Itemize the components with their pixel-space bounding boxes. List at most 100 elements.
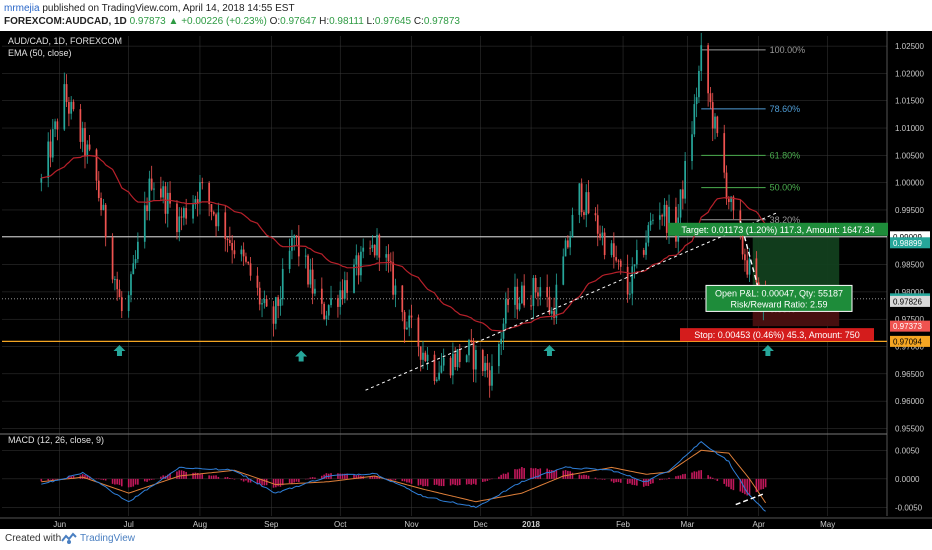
candle-body [470, 339, 473, 342]
candle-body [599, 233, 601, 238]
candle-body [681, 189, 684, 199]
candle-body [130, 274, 132, 296]
candle-body [500, 338, 503, 345]
macd-histogram-bar [258, 478, 261, 484]
candle-body [714, 116, 716, 129]
macd-histogram-bar [714, 478, 716, 480]
candle-body [224, 212, 227, 239]
candle-body [516, 286, 519, 310]
candle-body [642, 250, 645, 255]
macd-histogram-bar [311, 477, 314, 479]
macd-histogram-bar [68, 476, 70, 479]
macd-histogram-bar [111, 478, 114, 484]
macd-histogram-bar [454, 478, 456, 486]
candle-body [587, 192, 590, 214]
candle-body [484, 362, 486, 372]
chart-area[interactable]: 1.02500 1.02000 1.01500 1.01000 1.00500 1.000… [0, 31, 932, 529]
low-value: 0.97645 [374, 16, 412, 27]
candle-body [153, 188, 155, 190]
macd-histogram-bar [514, 469, 516, 479]
published-text: published on TradingView.com, April 14, … [42, 3, 295, 14]
macd-histogram-bar [500, 474, 502, 479]
candle-body [435, 379, 438, 382]
candle-body [272, 306, 275, 324]
macd-histogram-bar [458, 478, 461, 486]
candle-body [458, 349, 461, 362]
candle-body [70, 101, 73, 114]
price-tick-label: 0.97500 [895, 315, 924, 324]
candle-body [534, 277, 537, 293]
macd-histogram-bar [84, 474, 86, 479]
macd-histogram-bar [180, 470, 183, 479]
macd-histogram-bar [723, 478, 726, 484]
candle-body [212, 211, 215, 215]
candle-body [392, 262, 394, 295]
candle-body [376, 234, 378, 256]
candle-body [150, 178, 153, 190]
macd-histogram-bar [148, 478, 151, 481]
candle-body [491, 366, 493, 386]
candle-body [355, 255, 358, 265]
candle-body [353, 264, 355, 293]
candle-body [433, 354, 436, 382]
macd-histogram-bar [626, 478, 629, 484]
macd-histogram-bar [762, 478, 765, 489]
macd-histogram-bar [208, 475, 210, 479]
macd-histogram-bar [652, 478, 654, 484]
candle-body [580, 183, 583, 213]
macd-histogram-bar [371, 475, 374, 479]
target-label: Target: 0.01173 (1.20%) 117.3, Amount: 1… [681, 225, 874, 235]
macd-histogram-bar [97, 478, 100, 480]
candle-body [596, 215, 599, 234]
candle-body [401, 285, 404, 313]
macd-histogram-bar [72, 475, 75, 479]
candle-body [488, 370, 491, 386]
candle-body [440, 365, 443, 373]
time-tick-label: Feb [616, 520, 630, 529]
candle-body [320, 288, 323, 304]
candle-body [281, 268, 284, 300]
tradingview-brand[interactable]: TradingView [80, 533, 136, 544]
macd-histogram-bar [684, 473, 686, 479]
macd-histogram-bar [449, 478, 452, 486]
tradingview-logo-icon[interactable] [61, 532, 77, 548]
price-chart-svg[interactable]: 1.02500 1.02000 1.01500 1.01000 1.00500 1.000… [0, 31, 932, 529]
candle-body [585, 192, 588, 216]
macd-histogram-bar [585, 474, 588, 479]
macd-histogram-bar [337, 473, 339, 479]
macd-histogram-bar [619, 478, 622, 483]
fib-level-label: 50.00% [770, 183, 801, 193]
macd-histogram-bar [419, 478, 422, 485]
candle-body [146, 205, 148, 212]
candle-body [242, 249, 245, 257]
candle-body [546, 287, 549, 297]
candle-body [530, 305, 532, 307]
author-link[interactable]: mrmejia [4, 3, 40, 14]
candle-body [274, 297, 277, 324]
candle-body [293, 235, 296, 239]
time-tick-label: May [820, 520, 835, 529]
macd-histogram-bar [580, 475, 583, 479]
fib-level-label: 38.20% [770, 215, 801, 225]
macd-histogram-bar [498, 476, 500, 479]
macd-histogram-bar [426, 478, 429, 487]
candle-body [84, 128, 86, 157]
macd-histogram-bar [47, 478, 49, 481]
candle-body [454, 353, 457, 368]
candle-body [481, 350, 484, 372]
candle-body [684, 160, 686, 199]
macd-histogram-bar [707, 475, 709, 479]
macd-histogram-bar [516, 469, 519, 479]
macd-histogram-bar [744, 478, 746, 495]
price-tick-label: 0.96000 [895, 397, 924, 406]
macd-histogram-bar [711, 477, 714, 479]
target-label-box [668, 222, 888, 236]
candle-body [548, 296, 551, 314]
candle-body [631, 266, 634, 294]
candle-body [456, 349, 459, 368]
candle-body [465, 355, 468, 362]
open-label: O: [269, 16, 281, 27]
macd-histogram-bar [256, 478, 259, 485]
candle-body [291, 238, 293, 251]
candle-body [111, 237, 114, 280]
